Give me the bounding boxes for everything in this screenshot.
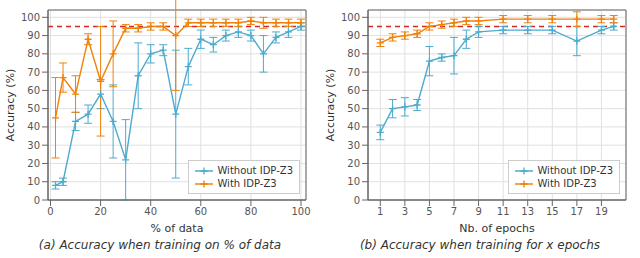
svg-text:3: 3 bbox=[402, 206, 408, 217]
svg-text:0: 0 bbox=[47, 206, 53, 217]
svg-text:15: 15 bbox=[546, 206, 559, 217]
svg-text:9: 9 bbox=[475, 206, 481, 217]
svg-text:10: 10 bbox=[27, 176, 40, 187]
html-text:With IDP-Z3: With IDP-Z3 bbox=[217, 178, 277, 189]
svg-text:100: 100 bbox=[21, 12, 40, 23]
svg-text:100: 100 bbox=[291, 206, 310, 217]
svg-text:70: 70 bbox=[347, 67, 360, 78]
svg-text:90: 90 bbox=[27, 30, 40, 41]
svg-text:40: 40 bbox=[144, 206, 157, 217]
svg-text:10: 10 bbox=[347, 176, 360, 187]
svg-text:13: 13 bbox=[521, 206, 534, 217]
svg-text:60: 60 bbox=[27, 85, 40, 96]
svg-text:80: 80 bbox=[27, 48, 40, 59]
svg-text:% of data: % of data bbox=[151, 222, 204, 235]
svg-text:50: 50 bbox=[27, 103, 40, 114]
svg-text:60: 60 bbox=[194, 206, 207, 217]
svg-text:Accuracy (%): Accuracy (%) bbox=[8, 69, 17, 142]
html-text:(a) Accuracy when training on: (a) Accuracy when training on % of data bbox=[38, 238, 282, 252]
svg-text:30: 30 bbox=[27, 140, 40, 151]
svg-text:60: 60 bbox=[347, 85, 360, 96]
svg-text:20: 20 bbox=[94, 206, 107, 217]
svg-text:40: 40 bbox=[347, 121, 360, 132]
svg-text:Nb. of epochs: Nb. of epochs bbox=[459, 222, 535, 235]
svg-text:90: 90 bbox=[347, 30, 360, 41]
svg-text:40: 40 bbox=[27, 121, 40, 132]
svg-text:80: 80 bbox=[245, 206, 258, 217]
svg-text:19: 19 bbox=[595, 206, 608, 217]
svg-text:100: 100 bbox=[341, 12, 360, 23]
svg-text:20: 20 bbox=[27, 158, 40, 169]
svg-text:1: 1 bbox=[377, 206, 383, 217]
svg-text:20: 20 bbox=[347, 158, 360, 169]
svg-text:Accuracy (%): Accuracy (%) bbox=[324, 69, 337, 142]
html-text:Without IDP-Z3: Without IDP-Z3 bbox=[537, 165, 613, 176]
html-text:With IDP-Z3: With IDP-Z3 bbox=[537, 178, 597, 189]
html-text:(b) Accuracy when training for: (b) Accuracy when training for x epochs bbox=[359, 238, 601, 252]
html-text:Without IDP-Z3: Without IDP-Z3 bbox=[217, 165, 293, 176]
svg-text:70: 70 bbox=[27, 67, 40, 78]
svg-text:5: 5 bbox=[426, 206, 432, 217]
svg-text:11: 11 bbox=[497, 206, 510, 217]
svg-text:0: 0 bbox=[354, 195, 360, 206]
svg-text:7: 7 bbox=[451, 206, 457, 217]
svg-text:30: 30 bbox=[347, 140, 360, 151]
svg-text:17: 17 bbox=[570, 206, 583, 217]
svg-text:0: 0 bbox=[34, 195, 40, 206]
svg-text:50: 50 bbox=[347, 103, 360, 114]
svg-text:80: 80 bbox=[347, 48, 360, 59]
